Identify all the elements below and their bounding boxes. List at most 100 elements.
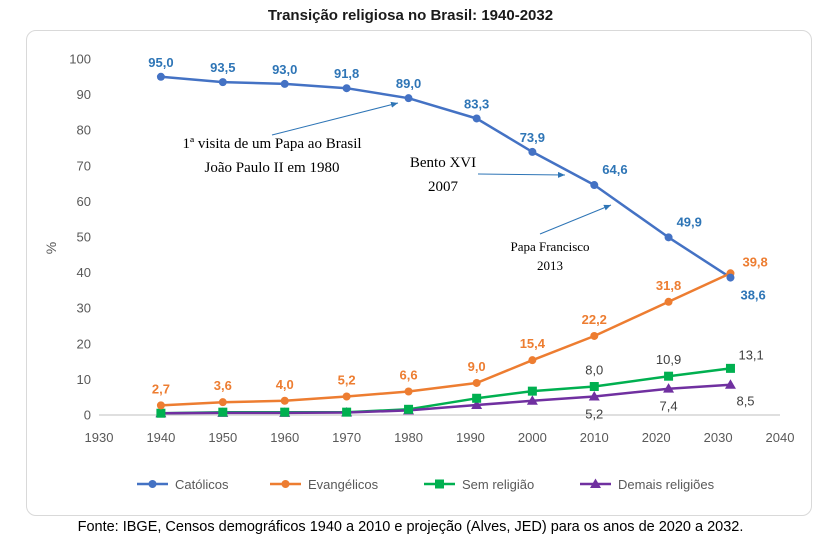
chart-frame xyxy=(26,30,812,516)
x-tick-label: 2030 xyxy=(704,430,733,445)
series-line-1 xyxy=(160,272,732,407)
legend-marker-3 xyxy=(590,478,601,488)
data-point-s1 xyxy=(156,401,165,410)
data-point-s2 xyxy=(725,363,735,373)
data-label: 83,3 xyxy=(464,96,489,111)
data-point-s0 xyxy=(590,181,599,190)
x-tick-label: 1980 xyxy=(394,430,423,445)
annotation-text: João Paulo II em 1980 xyxy=(205,160,340,176)
data-point-s1 xyxy=(528,356,537,365)
legend-marker-0 xyxy=(148,480,157,488)
data-label: 15,4 xyxy=(520,336,546,351)
data-point-s1 xyxy=(404,387,413,396)
data-point-s2 xyxy=(472,393,482,403)
y-tick-label: 80 xyxy=(77,123,91,138)
legend-label: Demais religiões xyxy=(618,477,715,492)
series-line-0 xyxy=(160,75,732,279)
data-label: 4,0 xyxy=(276,377,294,392)
data-point-s0 xyxy=(528,147,537,156)
data-point-s2 xyxy=(589,382,599,392)
data-label: 39,8 xyxy=(742,254,767,269)
x-tick-label: 1950 xyxy=(208,430,237,445)
x-tick-label: 2040 xyxy=(766,430,795,445)
data-label: 73,9 xyxy=(520,130,545,145)
data-point-s3 xyxy=(471,399,483,410)
x-tick-label: 1960 xyxy=(270,430,299,445)
data-point-s1 xyxy=(472,378,481,387)
legend-label: Católicos xyxy=(175,477,229,492)
y-tick-label: 70 xyxy=(77,158,91,173)
data-label: 31,8 xyxy=(656,278,681,293)
x-tick-label: 1940 xyxy=(146,430,175,445)
legend-label: Evangélicos xyxy=(308,477,379,492)
data-point-s2 xyxy=(280,407,290,417)
legend-label: Sem religião xyxy=(462,477,534,492)
data-label: 8,5 xyxy=(736,394,754,409)
y-tick-label: 30 xyxy=(77,301,91,316)
annotation-text: 2007 xyxy=(428,179,459,195)
annotation-text: 2013 xyxy=(537,258,563,273)
data-point-s0 xyxy=(404,94,413,103)
data-label: 49,9 xyxy=(677,214,702,229)
y-axis-label: % xyxy=(43,242,59,254)
data-label: 38,6 xyxy=(740,288,765,303)
x-tick-label: 1990 xyxy=(456,430,485,445)
data-point-s1 xyxy=(280,396,289,405)
series-line-3 xyxy=(160,383,731,415)
data-point-s2 xyxy=(218,407,228,417)
data-label: 91,8 xyxy=(334,66,359,81)
data-label: 93,5 xyxy=(210,60,235,75)
legend-marker-1 xyxy=(281,480,290,488)
y-tick-label: 90 xyxy=(77,87,91,102)
x-tick-label: 2010 xyxy=(580,430,609,445)
data-label: 9,0 xyxy=(468,359,486,374)
chart-title: Transição religiosa no Brasil: 1940-2032 xyxy=(267,7,554,24)
data-point-s0 xyxy=(472,114,481,123)
data-point-s1 xyxy=(590,331,599,340)
data-label: 89,0 xyxy=(396,76,421,91)
y-tick-label: 20 xyxy=(77,336,91,351)
annotation-text: Papa Francisco xyxy=(510,239,589,254)
data-point-s3 xyxy=(588,390,600,401)
x-tick-label: 2020 xyxy=(642,430,671,445)
x-tick-label: 1970 xyxy=(332,430,361,445)
data-label: 64,6 xyxy=(602,162,627,177)
legend-marker-2 xyxy=(435,479,444,489)
data-point-s3 xyxy=(724,379,736,389)
data-point-s3 xyxy=(663,383,675,393)
x-tick-label: 1930 xyxy=(85,430,114,445)
data-label: 8,0 xyxy=(585,363,603,378)
data-point-s0 xyxy=(280,79,289,88)
y-tick-label: 0 xyxy=(84,408,91,423)
data-label: 95,0 xyxy=(148,55,173,70)
data-label: 22,2 xyxy=(582,312,607,327)
y-tick-label: 40 xyxy=(77,265,91,280)
data-point-s0 xyxy=(156,72,165,81)
y-tick-label: 60 xyxy=(77,194,91,209)
data-label: 10,9 xyxy=(656,352,681,367)
data-label: 2,7 xyxy=(152,381,170,396)
data-point-s1 xyxy=(664,297,673,306)
annotation-arrow xyxy=(539,204,612,235)
data-point-s2 xyxy=(664,371,674,381)
annotation-text: Bento XVI xyxy=(410,155,476,171)
source-note: Fonte: IBGE, Censos demográficos 1940 a … xyxy=(77,519,744,535)
data-point-s3 xyxy=(526,395,538,405)
data-label: 7,4 xyxy=(660,399,678,414)
y-tick-label: 50 xyxy=(77,230,91,245)
annotation-arrow xyxy=(271,101,399,136)
annotation-text: 1ª visita de um Papa ao Brasil xyxy=(182,136,361,152)
data-label: 13,1 xyxy=(738,347,763,362)
x-tick-label: 2000 xyxy=(518,430,547,445)
data-point-s1 xyxy=(342,392,351,401)
data-label: 93,0 xyxy=(272,62,297,77)
data-point-s0 xyxy=(664,233,673,242)
y-tick-label: 100 xyxy=(69,52,91,67)
data-point-s2 xyxy=(342,407,352,417)
data-point-s0 xyxy=(726,273,735,282)
data-point-s0 xyxy=(218,78,227,87)
data-point-s2 xyxy=(404,404,414,414)
y-tick-label: 10 xyxy=(77,372,91,387)
data-label: 6,6 xyxy=(400,368,418,383)
data-label: 5,2 xyxy=(585,406,603,421)
